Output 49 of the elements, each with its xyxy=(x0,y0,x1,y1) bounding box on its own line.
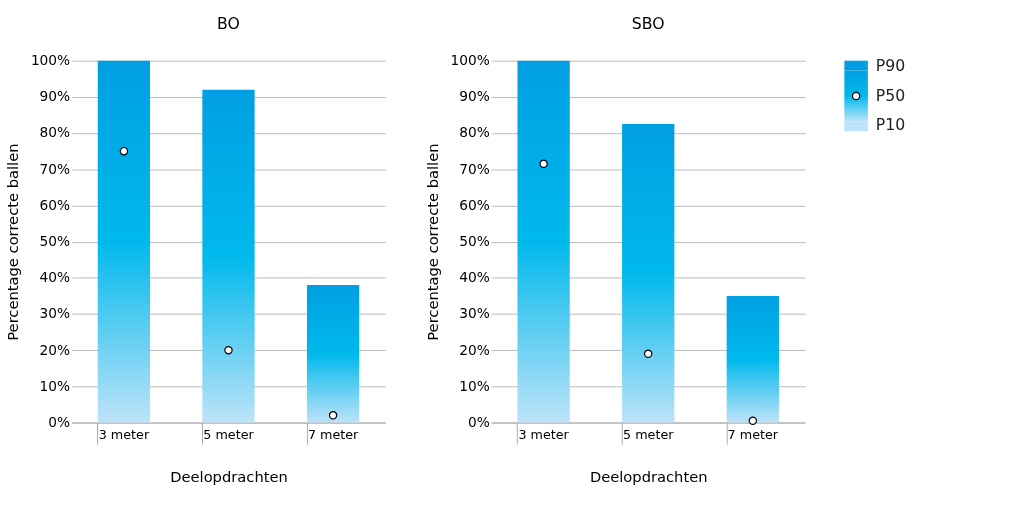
chart-title: BO xyxy=(217,14,240,34)
x-axis-title: Deelopdrachten xyxy=(589,468,708,486)
y-tick-label: 40% xyxy=(459,269,490,286)
bar xyxy=(202,89,255,423)
y-tick-label: 50% xyxy=(39,233,71,250)
y-tick-label: 100% xyxy=(30,52,71,69)
bar xyxy=(622,124,675,423)
point xyxy=(539,159,548,169)
y-tick-label: 80% xyxy=(39,124,71,141)
x-tick-label: 5 meter xyxy=(622,426,675,442)
point xyxy=(119,146,129,156)
point xyxy=(328,411,338,420)
legend-label: P10 xyxy=(875,115,906,135)
x-tick-label: 3 meter xyxy=(518,426,570,442)
bar xyxy=(97,60,151,423)
legend-label: P90 xyxy=(875,56,906,76)
y-tick-label: 70% xyxy=(459,160,490,177)
legend-label: P50 xyxy=(875,85,906,105)
y-tick-label: 90% xyxy=(459,88,490,105)
y-tick-label: 30% xyxy=(39,305,71,322)
y-tick-label: 10% xyxy=(459,377,490,394)
point xyxy=(643,349,653,359)
y-tick-label: 90% xyxy=(39,88,71,105)
y-axis-title: Percentage correcte ballen xyxy=(4,143,22,341)
y-tick-label: 80% xyxy=(459,124,490,141)
point xyxy=(224,345,233,355)
bar xyxy=(306,285,360,423)
y-tick-label: 40% xyxy=(39,269,71,286)
y-tick-label: 0% xyxy=(468,413,490,430)
y-tick-label: 0% xyxy=(48,413,71,430)
y-tick-label: 60% xyxy=(459,196,490,213)
bar xyxy=(517,60,570,423)
x-tick-label: 7 meter xyxy=(307,426,360,442)
y-axis-title: Percentage correcte ballen xyxy=(423,143,441,341)
y-tick-label: 20% xyxy=(459,341,490,358)
chart-title: SBO xyxy=(631,14,665,34)
y-tick-label: 60% xyxy=(39,196,71,213)
point xyxy=(748,416,758,425)
y-tick-label: 70% xyxy=(39,160,71,177)
y-tick-label: 100% xyxy=(450,52,490,69)
x-tick-label: 3 meter xyxy=(98,426,150,442)
x-tick-label: 7 meter xyxy=(727,426,779,442)
y-tick-label: 20% xyxy=(39,341,71,358)
y-tick-label: 50% xyxy=(459,233,490,250)
x-tick-label: 5 meter xyxy=(203,426,255,442)
x-axis-title: Deelopdrachten xyxy=(170,468,288,486)
y-tick-label: 10% xyxy=(39,377,71,394)
bar xyxy=(726,295,779,423)
y-tick-label: 30% xyxy=(459,305,490,322)
